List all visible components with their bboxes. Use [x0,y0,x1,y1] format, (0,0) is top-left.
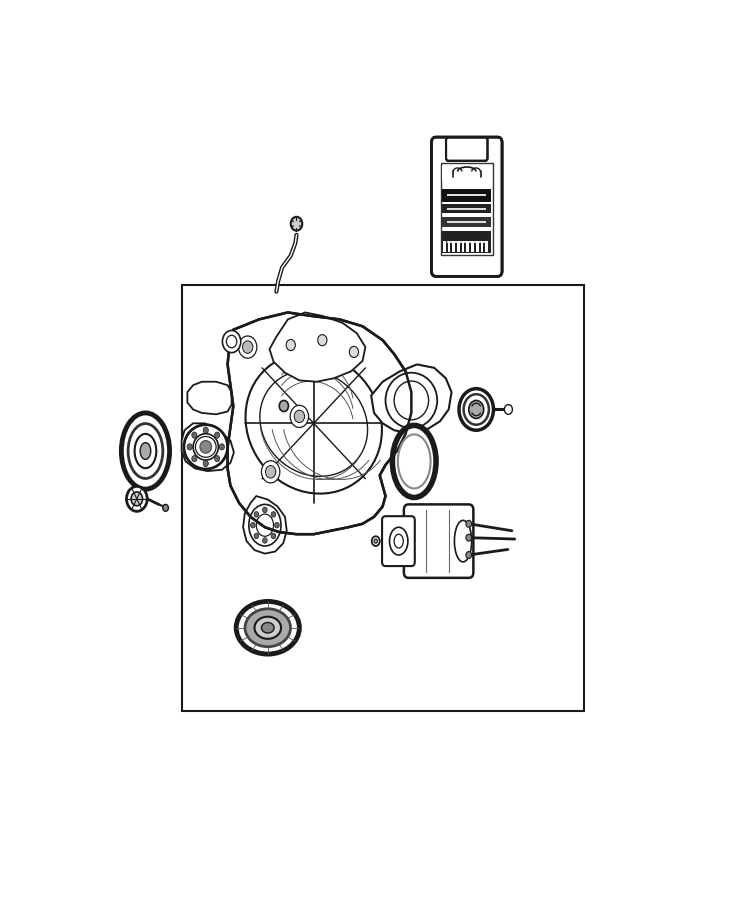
Ellipse shape [128,424,163,479]
FancyBboxPatch shape [404,504,473,578]
Circle shape [254,511,259,517]
Circle shape [254,533,259,539]
Circle shape [271,511,276,517]
Bar [441,163,493,256]
Ellipse shape [469,400,484,418]
Circle shape [219,444,225,450]
Bar [447,221,486,223]
Ellipse shape [245,353,382,493]
Circle shape [250,522,255,528]
Circle shape [466,520,471,527]
Circle shape [239,336,257,358]
Circle shape [203,428,208,434]
Ellipse shape [184,425,227,469]
Bar [442,204,491,213]
Ellipse shape [385,373,437,428]
Bar [442,189,491,202]
Polygon shape [227,312,411,535]
Ellipse shape [200,441,211,453]
Bar [442,166,491,181]
Ellipse shape [262,623,274,633]
Polygon shape [371,364,451,434]
Circle shape [262,508,268,513]
Circle shape [215,455,220,462]
Circle shape [131,492,142,506]
Circle shape [265,465,276,478]
Circle shape [466,535,471,541]
Bar [448,241,451,252]
Bar [476,241,479,252]
Bar [481,241,483,252]
Polygon shape [270,312,365,382]
Ellipse shape [188,429,223,465]
Circle shape [286,339,296,350]
Bar [485,241,488,252]
Bar [447,241,486,243]
Bar [457,241,459,252]
Circle shape [203,461,208,466]
Circle shape [192,432,197,438]
Circle shape [262,461,280,483]
Bar [182,284,584,711]
Circle shape [372,536,380,546]
Circle shape [279,400,288,411]
Ellipse shape [393,426,436,498]
Ellipse shape [122,413,170,490]
Circle shape [127,486,147,511]
Polygon shape [182,423,234,471]
Polygon shape [187,382,232,414]
Circle shape [349,346,359,357]
FancyBboxPatch shape [382,517,415,566]
Bar [462,241,465,252]
Bar [466,241,469,252]
Circle shape [222,330,241,353]
Circle shape [242,341,253,354]
Bar [452,241,455,252]
Ellipse shape [245,608,290,647]
Circle shape [275,522,279,528]
Ellipse shape [254,616,281,639]
Circle shape [290,405,308,428]
Ellipse shape [135,434,156,468]
Ellipse shape [236,601,299,654]
Bar [442,217,491,228]
FancyBboxPatch shape [446,138,488,161]
Circle shape [163,504,168,511]
Circle shape [505,405,513,414]
Circle shape [215,432,220,438]
Bar [447,194,486,196]
Bar [443,241,445,252]
Circle shape [262,537,268,544]
Circle shape [466,552,471,558]
Circle shape [290,217,302,230]
Polygon shape [243,496,287,554]
Circle shape [271,533,276,539]
Ellipse shape [249,504,281,546]
Circle shape [192,455,197,462]
Bar [471,241,474,252]
Bar [447,208,486,210]
FancyBboxPatch shape [431,137,502,276]
Ellipse shape [390,527,408,555]
Ellipse shape [140,443,150,459]
Bar [442,231,491,253]
Circle shape [294,410,305,423]
Ellipse shape [454,520,471,562]
Circle shape [187,444,192,450]
Ellipse shape [464,394,489,425]
Circle shape [374,539,377,544]
Circle shape [318,335,327,346]
Ellipse shape [459,389,494,430]
